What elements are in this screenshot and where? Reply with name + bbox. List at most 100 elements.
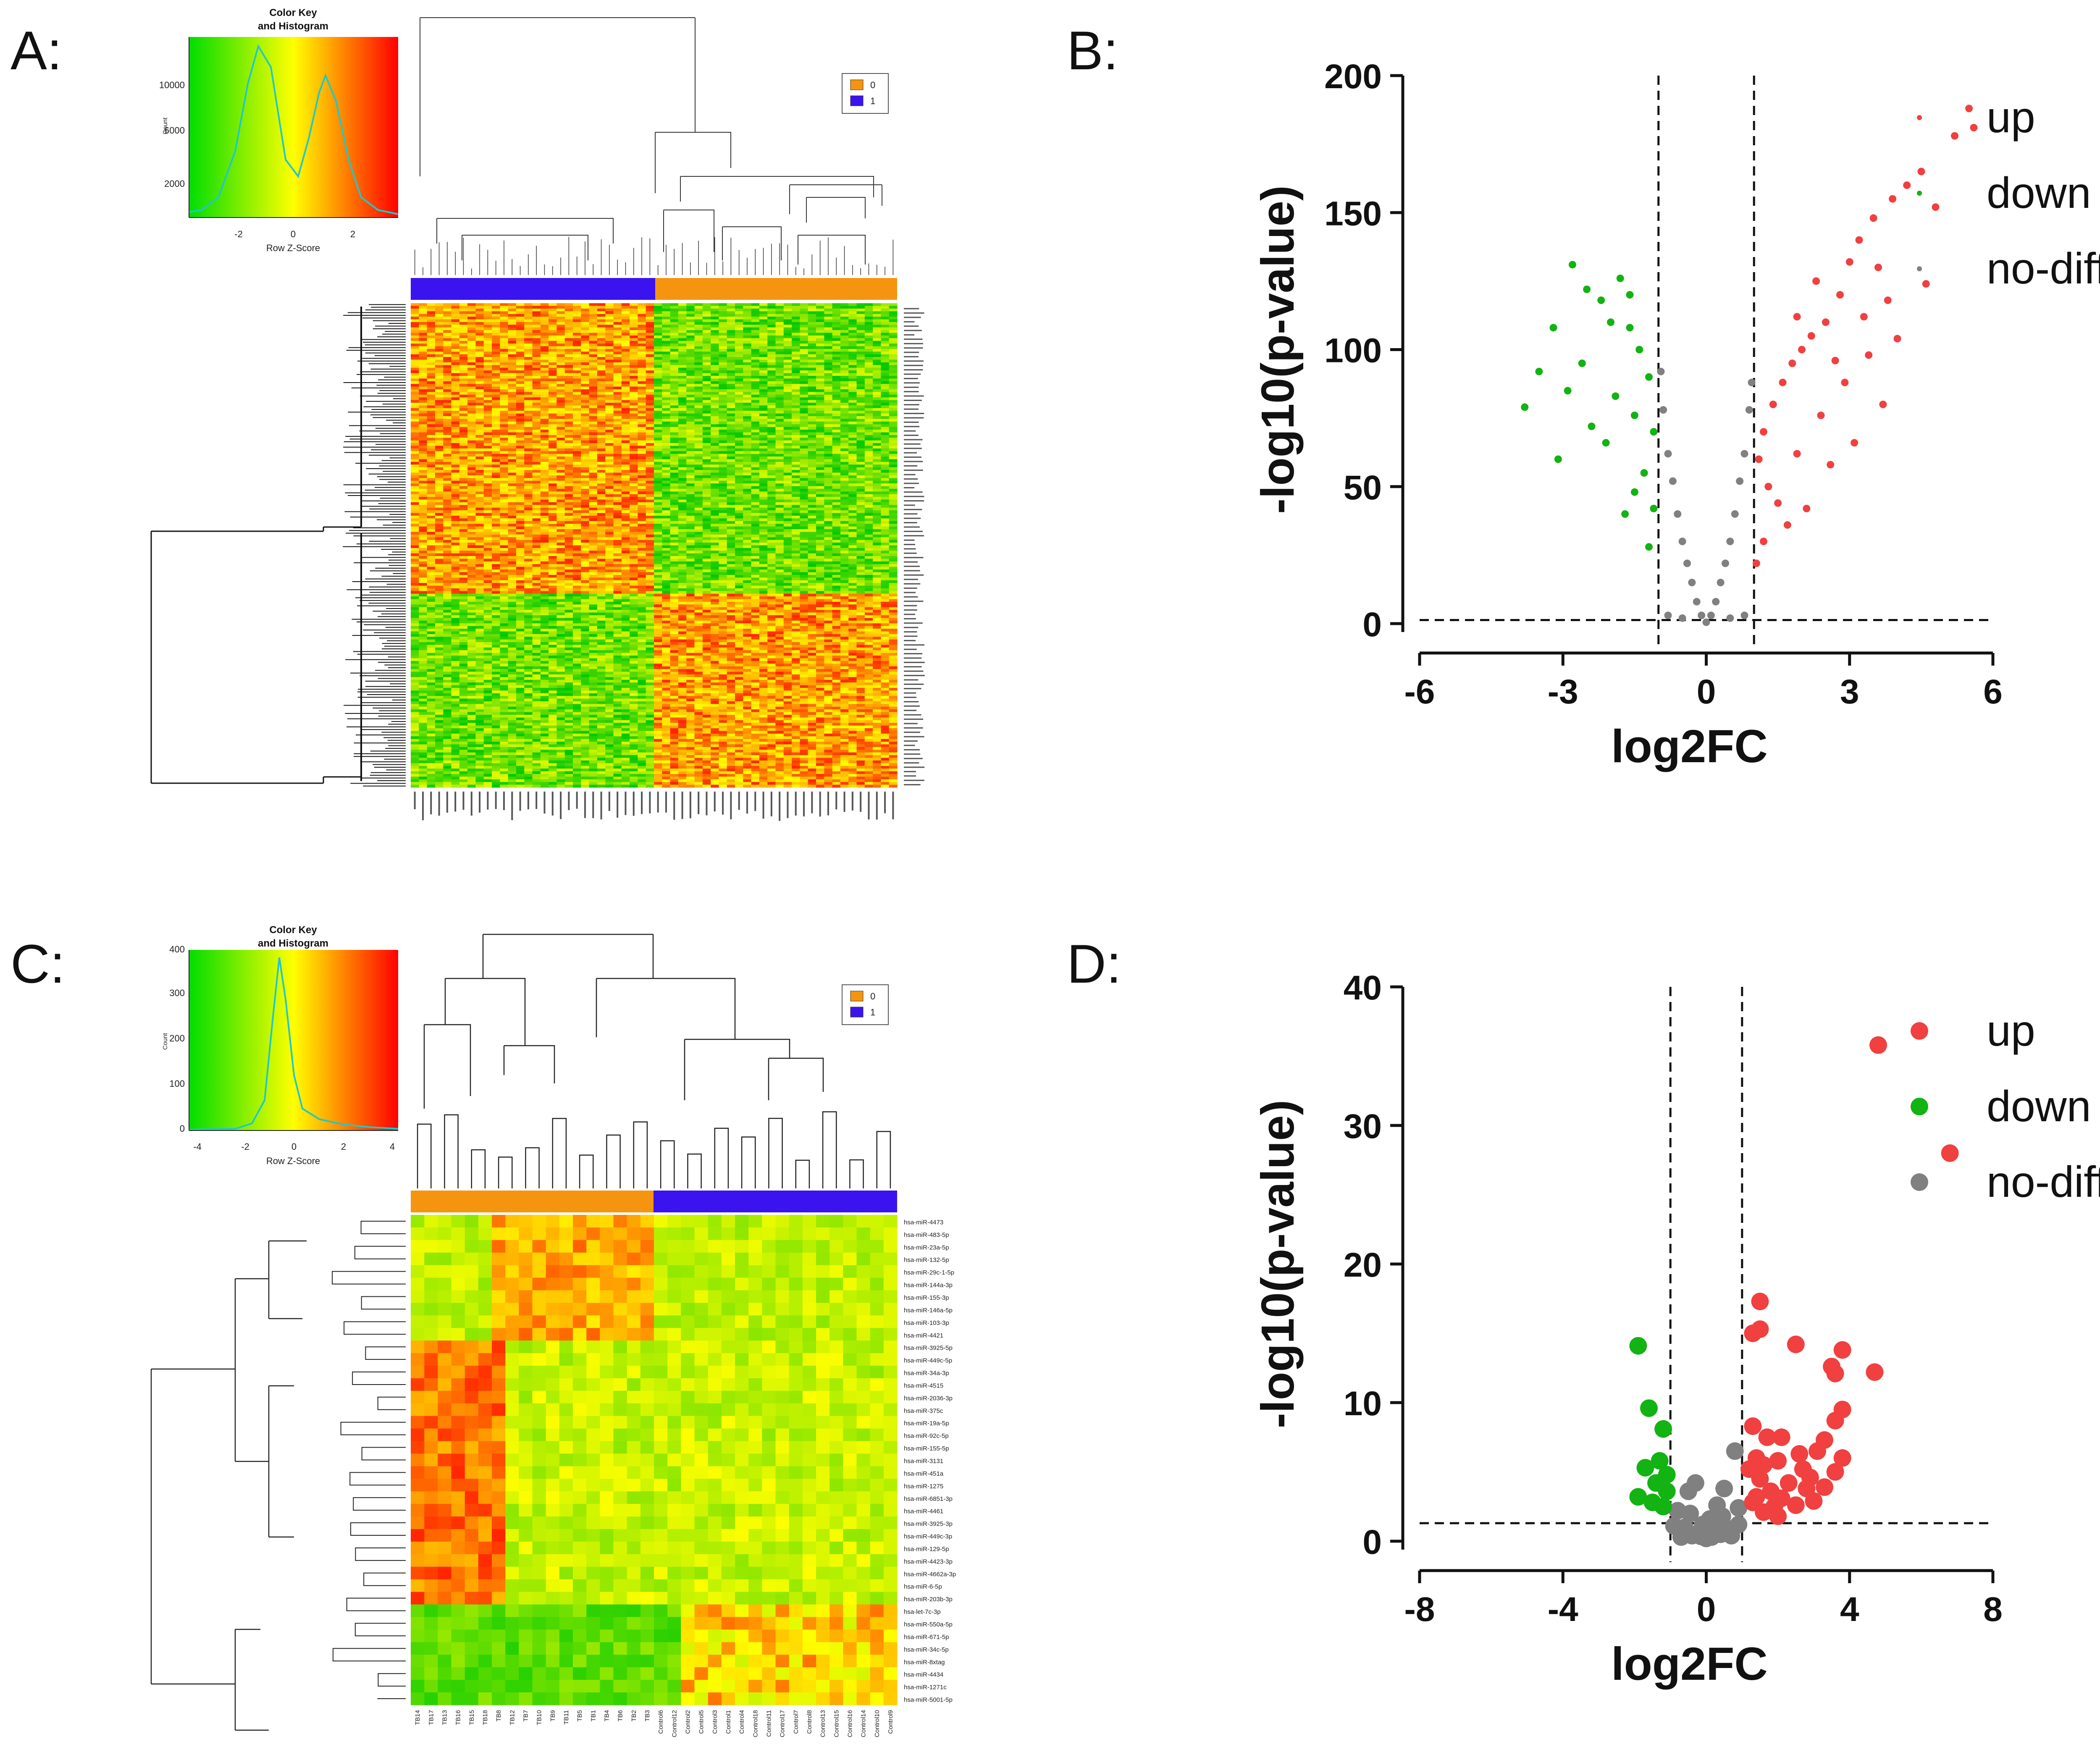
heatmap-cell	[467, 327, 476, 330]
heatmap-cell	[532, 319, 541, 323]
heatmap-cell	[727, 440, 735, 443]
heatmap-cell	[524, 351, 533, 355]
heatmap-cell	[767, 497, 776, 500]
heatmap-cell	[889, 357, 898, 360]
heatmap-cell	[467, 499, 476, 503]
heatmap-cell	[581, 467, 590, 470]
heatmap-cell	[735, 317, 743, 320]
heatmap-cell	[443, 510, 452, 514]
heatmap-cell	[864, 378, 873, 382]
heatmap-cell	[759, 459, 768, 462]
heatmap-cell	[597, 335, 606, 338]
heatmap-cell	[524, 470, 533, 473]
heatmap-cell	[435, 483, 444, 487]
heatmap-cell	[500, 421, 509, 425]
heatmap-cell	[662, 397, 671, 401]
heatmap-cell	[800, 376, 808, 379]
heatmap-cell	[435, 405, 444, 409]
heatmap-cell	[524, 335, 533, 338]
heatmap-cell	[573, 319, 581, 323]
heatmap-cell	[808, 454, 816, 457]
heatmap-cell	[435, 308, 444, 312]
heatmap-cell	[500, 510, 509, 514]
heatmap-cell	[589, 362, 598, 365]
heatmap-cell	[508, 405, 517, 409]
heatmap-cell	[475, 464, 484, 468]
heatmap-cell	[727, 367, 735, 371]
heatmap-cell	[549, 373, 557, 376]
heatmap-cell	[427, 421, 436, 425]
heatmap-cell	[597, 322, 606, 325]
heatmap-cell	[564, 464, 573, 468]
heatmap-cell	[767, 427, 776, 430]
heatmap-cell	[419, 491, 428, 495]
heatmap-cell	[589, 480, 598, 484]
heatmap-cell	[864, 499, 873, 503]
heatmap-cell	[889, 497, 898, 500]
heatmap-cell	[856, 308, 865, 312]
heatmap-cell	[427, 494, 436, 497]
heatmap-cell	[711, 470, 719, 473]
heatmap-cell	[711, 416, 719, 419]
heatmap-cell	[735, 338, 743, 341]
heatmap-cell	[881, 338, 890, 341]
heatmap-cell	[654, 403, 662, 406]
heatmap-cell	[840, 497, 849, 500]
heatmap-cell	[540, 432, 549, 435]
heatmap-cell	[467, 354, 476, 357]
heatmap-cell	[694, 419, 703, 422]
heatmap-cell	[630, 389, 638, 392]
heatmap-cell	[419, 408, 428, 411]
heatmap-cell	[621, 427, 630, 430]
heatmap-cell	[549, 378, 557, 382]
heatmap-cell	[613, 357, 622, 360]
heatmap-cell	[613, 513, 622, 516]
heatmap-cell	[549, 344, 557, 347]
heatmap-cell	[524, 427, 533, 430]
heatmap-cell	[808, 389, 816, 392]
heatmap-cell	[451, 416, 460, 419]
heatmap-cell	[678, 448, 687, 451]
heatmap-cell	[767, 303, 776, 306]
heatmap-cell	[524, 376, 533, 379]
heatmap-cell	[686, 378, 695, 382]
heatmap-cell	[524, 405, 533, 409]
heatmap-cell	[427, 349, 436, 352]
heatmap-cell	[524, 378, 533, 382]
heatmap-cell	[800, 472, 808, 476]
heatmap-cell	[459, 478, 468, 481]
heatmap-cell	[613, 392, 622, 395]
heatmap-cell	[532, 394, 541, 398]
heatmap-cell	[459, 397, 468, 401]
heatmap-cell	[702, 351, 711, 355]
heatmap-cell	[864, 505, 873, 508]
heatmap-cell	[516, 389, 525, 392]
heatmap-cell	[816, 435, 824, 438]
heatmap-cell	[832, 470, 841, 473]
heatmap-cell	[573, 341, 581, 344]
heatmap-cell	[816, 467, 824, 470]
heatmap-cell	[832, 467, 841, 470]
heatmap-cell	[654, 510, 662, 514]
heatmap-cell	[475, 349, 484, 352]
heatmap-cell	[711, 333, 719, 336]
heatmap-cell	[411, 446, 419, 449]
heatmap-cell	[564, 510, 573, 514]
heatmap-cell	[564, 389, 573, 392]
heatmap-cell	[549, 470, 557, 473]
heatmap-cell	[508, 435, 517, 438]
heatmap-cell	[775, 333, 784, 336]
heatmap-cell	[654, 397, 662, 401]
heatmap-cell	[613, 478, 622, 481]
heatmap-cell	[670, 446, 679, 449]
heatmap-cell	[767, 365, 776, 368]
heatmap-cell	[508, 513, 517, 516]
heatmap-cell	[873, 472, 881, 476]
heatmap-cell	[581, 319, 590, 323]
heatmap-cell	[483, 494, 492, 497]
heatmap-cell	[467, 351, 476, 355]
heatmap-cell	[743, 464, 752, 468]
heatmap-cell	[751, 394, 760, 398]
heatmap-cell	[564, 438, 573, 441]
heatmap-cell	[808, 365, 816, 368]
